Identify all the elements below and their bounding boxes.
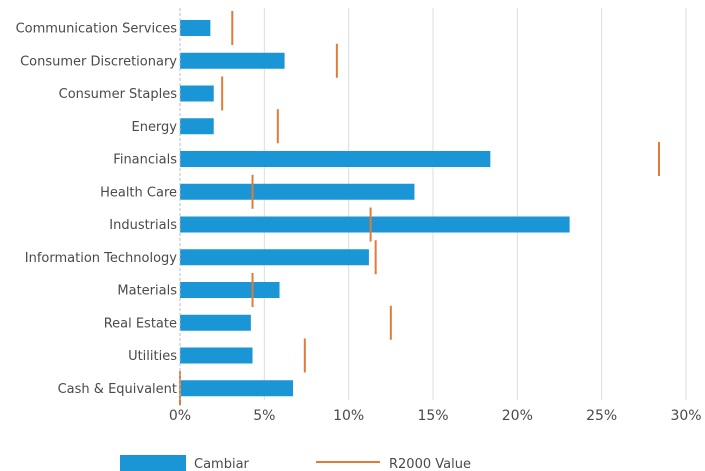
category-label: Communication Services bbox=[16, 22, 178, 37]
category-label: Materials bbox=[117, 284, 177, 299]
legend-label-cambiar: Cambiar bbox=[194, 457, 250, 471]
category-label: Health Care bbox=[100, 185, 177, 200]
category-label: Energy bbox=[131, 120, 177, 135]
x-tick-label: 25% bbox=[586, 408, 617, 424]
x-tick-label: 5% bbox=[253, 408, 275, 424]
bar-cambiar bbox=[180, 249, 369, 266]
bar-cambiar bbox=[180, 20, 211, 36]
category-label: Industrials bbox=[109, 218, 177, 233]
gridlines bbox=[263, 8, 687, 400]
bar-cambiar bbox=[180, 183, 415, 200]
category-label: Real Estate bbox=[104, 316, 177, 331]
category-labels: Communication Services Consumer Discretio… bbox=[16, 22, 178, 397]
x-tick-label: 15% bbox=[417, 408, 448, 424]
category-label: Consumer Discretionary bbox=[20, 54, 177, 69]
category-label: Cash & Equivalent bbox=[58, 382, 177, 397]
x-tick-label: 0% bbox=[169, 408, 191, 424]
bar-cambiar bbox=[180, 282, 280, 298]
bar-cambiar bbox=[180, 380, 294, 397]
bar-cambiar bbox=[180, 85, 214, 102]
x-tick-label: 10% bbox=[333, 408, 364, 424]
bar-cambiar bbox=[180, 52, 285, 69]
bar-cambiar bbox=[180, 151, 491, 167]
x-tick-label: 20% bbox=[502, 408, 533, 424]
legend-swatch-cambiar bbox=[120, 455, 186, 471]
bar-cambiar bbox=[180, 118, 214, 135]
cambiar-bars bbox=[180, 20, 570, 397]
category-label: Consumer Staples bbox=[59, 87, 178, 102]
bar-cambiar bbox=[180, 347, 253, 364]
bar-cambiar bbox=[180, 314, 251, 331]
category-label: Financials bbox=[113, 153, 177, 168]
category-label: Information Technology bbox=[25, 251, 178, 266]
category-label: Utilities bbox=[128, 349, 177, 364]
r2000-markers bbox=[179, 11, 661, 406]
legend-label-r2000: R2000 Value bbox=[389, 457, 471, 471]
x-tick-label: 30% bbox=[670, 408, 701, 424]
bar-cambiar bbox=[180, 216, 570, 233]
x-tick-labels: 0% 5% 10% 15% 20% 25% 30% bbox=[169, 408, 702, 424]
legend: Cambiar R2000 Value bbox=[120, 455, 471, 471]
